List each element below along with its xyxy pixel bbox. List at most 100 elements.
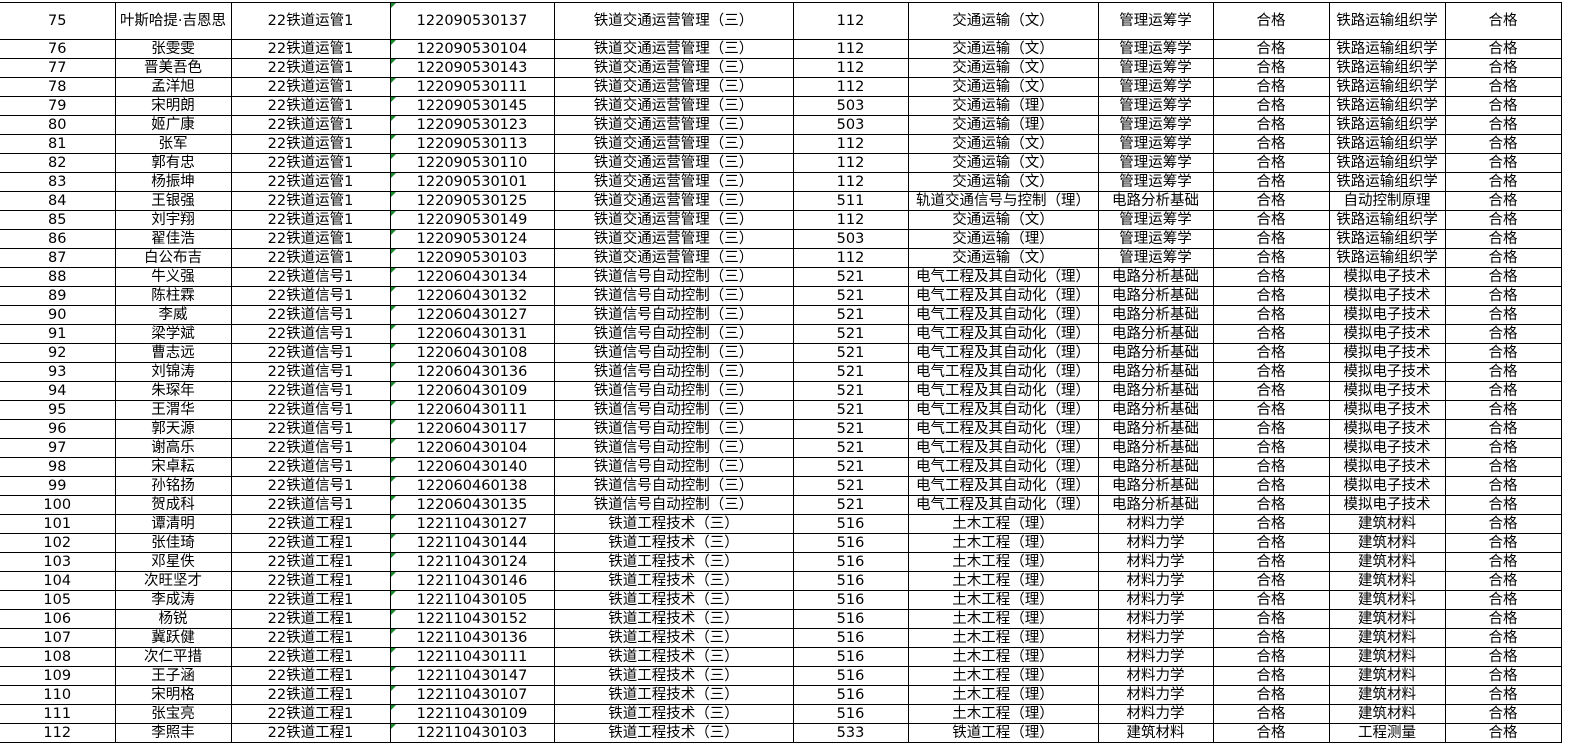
cell-program[interactable]: 铁道交通运营管理（三） bbox=[553, 77, 794, 97]
cell-row-number[interactable]: 89 bbox=[0, 286, 116, 306]
cell-course-2-result[interactable]: 合格 bbox=[1444, 305, 1562, 325]
cell-course-1-result[interactable]: 合格 bbox=[1212, 571, 1330, 591]
cell-course-1-result[interactable]: 合格 bbox=[1212, 723, 1330, 743]
cell-student-id[interactable]: 122060430140 bbox=[389, 457, 555, 477]
cell-student-name[interactable]: 谭清明 bbox=[114, 514, 232, 534]
cell-student-name[interactable]: 梁学斌 bbox=[114, 324, 232, 344]
cell-exam-code[interactable]: 521 bbox=[792, 457, 909, 477]
cell-student-name[interactable]: 宋明格 bbox=[114, 685, 232, 705]
cell-class-name[interactable]: 22铁道工程1 bbox=[230, 647, 391, 667]
cell-row-number[interactable]: 91 bbox=[0, 324, 116, 344]
cell-course-2[interactable]: 建筑材料 bbox=[1328, 552, 1446, 572]
cell-exam-code[interactable]: 521 bbox=[792, 495, 909, 515]
cell-course-2-result[interactable]: 合格 bbox=[1444, 191, 1562, 211]
cell-class-name[interactable]: 22铁道信号1 bbox=[230, 305, 391, 325]
cell-exam-category[interactable]: 交通运输（理） bbox=[907, 96, 1099, 116]
cell-student-id[interactable]: 122090530143 bbox=[389, 58, 555, 78]
cell-class-name[interactable]: 22铁道运管1 bbox=[230, 191, 391, 211]
cell-row-number[interactable]: 96 bbox=[0, 419, 116, 439]
cell-class-name[interactable]: 22铁道信号1 bbox=[230, 362, 391, 382]
cell-row-number[interactable]: 79 bbox=[0, 96, 116, 116]
cell-exam-category[interactable]: 电气工程及其自动化（理） bbox=[907, 324, 1099, 344]
cell-class-name[interactable]: 22铁道信号1 bbox=[230, 343, 391, 363]
cell-program[interactable]: 铁道工程技术（三） bbox=[553, 514, 794, 534]
cell-exam-category[interactable]: 电气工程及其自动化（理） bbox=[907, 381, 1099, 401]
cell-course-1-result[interactable]: 合格 bbox=[1212, 153, 1330, 173]
cell-student-id[interactable]: 122090530123 bbox=[389, 115, 555, 135]
cell-row-number[interactable]: 78 bbox=[0, 77, 116, 97]
cell-program[interactable]: 铁道信号自动控制（三） bbox=[553, 400, 794, 420]
cell-row-number[interactable]: 97 bbox=[0, 438, 116, 458]
cell-course-2-result[interactable]: 合格 bbox=[1444, 457, 1562, 477]
cell-course-2-result[interactable]: 合格 bbox=[1444, 115, 1562, 135]
cell-row-number[interactable]: 77 bbox=[0, 58, 116, 78]
cell-course-2[interactable]: 铁路运输组织学 bbox=[1328, 248, 1446, 268]
cell-program[interactable]: 铁道信号自动控制（三） bbox=[553, 495, 794, 515]
cell-course-1[interactable]: 管理运筹学 bbox=[1097, 39, 1214, 59]
cell-program[interactable]: 铁道信号自动控制（三） bbox=[553, 438, 794, 458]
cell-student-name[interactable]: 贺成科 bbox=[114, 495, 232, 515]
cell-course-1[interactable]: 电路分析基础 bbox=[1097, 324, 1214, 344]
cell-student-name[interactable]: 宋卓耘 bbox=[114, 457, 232, 477]
cell-course-2-result[interactable]: 合格 bbox=[1444, 248, 1562, 268]
cell-class-name[interactable]: 22铁道运管1 bbox=[230, 2, 391, 40]
cell-course-1[interactable]: 材料力学 bbox=[1097, 552, 1214, 572]
cell-student-id[interactable]: 122060430134 bbox=[389, 267, 555, 287]
cell-course-1[interactable]: 材料力学 bbox=[1097, 647, 1214, 667]
cell-exam-code[interactable]: 516 bbox=[792, 571, 909, 591]
cell-exam-code[interactable]: 521 bbox=[792, 343, 909, 363]
cell-student-id[interactable]: 122060430135 bbox=[389, 495, 555, 515]
cell-class-name[interactable]: 22铁道运管1 bbox=[230, 39, 391, 59]
cell-course-1-result[interactable]: 合格 bbox=[1212, 552, 1330, 572]
cell-student-name[interactable]: 孙铭扬 bbox=[114, 476, 232, 496]
cell-student-id[interactable]: 122060430109 bbox=[389, 381, 555, 401]
cell-program[interactable]: 铁道信号自动控制（三） bbox=[553, 267, 794, 287]
cell-course-2-result[interactable]: 合格 bbox=[1444, 628, 1562, 648]
cell-course-1[interactable]: 材料力学 bbox=[1097, 590, 1214, 610]
cell-course-1[interactable]: 材料力学 bbox=[1097, 628, 1214, 648]
cell-course-2[interactable]: 建筑材料 bbox=[1328, 571, 1446, 591]
cell-student-name[interactable]: 郭天源 bbox=[114, 419, 232, 439]
cell-student-name[interactable]: 王子涵 bbox=[114, 666, 232, 686]
cell-course-1[interactable]: 管理运筹学 bbox=[1097, 229, 1214, 249]
cell-exam-code[interactable]: 516 bbox=[792, 685, 909, 705]
cell-exam-category[interactable]: 土木工程（理） bbox=[907, 647, 1099, 667]
cell-exam-code[interactable]: 516 bbox=[792, 647, 909, 667]
cell-row-number[interactable]: 84 bbox=[0, 191, 116, 211]
cell-program[interactable]: 铁道工程技术（三） bbox=[553, 533, 794, 553]
cell-student-id[interactable]: 122110430147 bbox=[389, 666, 555, 686]
cell-program[interactable]: 铁道交通运营管理（三） bbox=[553, 115, 794, 135]
cell-program[interactable]: 铁道交通运营管理（三） bbox=[553, 58, 794, 78]
cell-student-name[interactable]: 李照丰 bbox=[114, 723, 232, 743]
cell-exam-category[interactable]: 铁道工程（理） bbox=[907, 723, 1099, 743]
cell-course-1-result[interactable]: 合格 bbox=[1212, 248, 1330, 268]
cell-course-2[interactable]: 模拟电子技术 bbox=[1328, 381, 1446, 401]
cell-student-name[interactable]: 李成涛 bbox=[114, 590, 232, 610]
cell-course-2-result[interactable]: 合格 bbox=[1444, 514, 1562, 534]
cell-student-id[interactable]: 122090530101 bbox=[389, 172, 555, 192]
cell-student-id[interactable]: 122090530145 bbox=[389, 96, 555, 116]
cell-course-2[interactable]: 模拟电子技术 bbox=[1328, 457, 1446, 477]
cell-exam-code[interactable]: 112 bbox=[792, 153, 909, 173]
cell-row-number[interactable]: 94 bbox=[0, 381, 116, 401]
cell-course-2[interactable]: 模拟电子技术 bbox=[1328, 343, 1446, 363]
cell-course-1[interactable]: 电路分析基础 bbox=[1097, 381, 1214, 401]
cell-course-1[interactable]: 管理运筹学 bbox=[1097, 96, 1214, 116]
cell-row-number[interactable]: 82 bbox=[0, 153, 116, 173]
cell-exam-category[interactable]: 交通运输（文） bbox=[907, 153, 1099, 173]
cell-program[interactable]: 铁道信号自动控制（三） bbox=[553, 286, 794, 306]
cell-exam-code[interactable]: 112 bbox=[792, 172, 909, 192]
cell-exam-category[interactable]: 交通运输（文） bbox=[907, 172, 1099, 192]
cell-student-id[interactable]: 122110430127 bbox=[389, 514, 555, 534]
cell-student-id[interactable]: 122060430132 bbox=[389, 286, 555, 306]
cell-class-name[interactable]: 22铁道信号1 bbox=[230, 419, 391, 439]
cell-row-number[interactable]: 105 bbox=[0, 590, 116, 610]
cell-student-id[interactable]: 122090530125 bbox=[389, 191, 555, 211]
cell-course-2-result[interactable]: 合格 bbox=[1444, 647, 1562, 667]
cell-course-1-result[interactable]: 合格 bbox=[1212, 324, 1330, 344]
cell-exam-category[interactable]: 土木工程（理） bbox=[907, 571, 1099, 591]
cell-course-2[interactable]: 模拟电子技术 bbox=[1328, 286, 1446, 306]
cell-course-1[interactable]: 电路分析基础 bbox=[1097, 400, 1214, 420]
cell-exam-category[interactable]: 土木工程（理） bbox=[907, 590, 1099, 610]
cell-exam-code[interactable]: 503 bbox=[792, 229, 909, 249]
